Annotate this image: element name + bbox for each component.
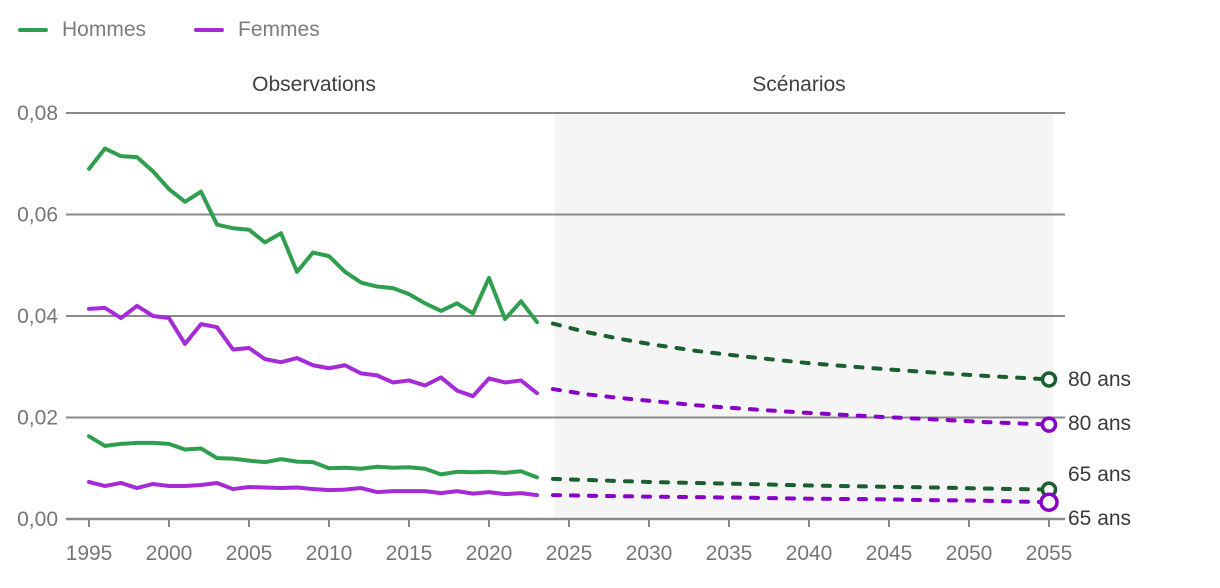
hommes-line-swatch-icon xyxy=(18,28,48,32)
end-label-hommes-80: 80 ans xyxy=(1068,368,1132,391)
endpoint-femmes-65-scenario xyxy=(1039,492,1059,513)
series-femmes-65-scenario xyxy=(551,493,1051,505)
series-hommes-65-scenario xyxy=(551,476,1051,492)
series-hommes-65-obs xyxy=(87,434,539,480)
end-label-femmes-80: 80 ans xyxy=(1068,412,1132,435)
endpoint-hommes-80-scenario xyxy=(1040,371,1058,388)
series-hommes-80-scenario xyxy=(551,321,1051,382)
x-tick-label-2005: 2005 xyxy=(226,542,273,565)
y-tick-label-0,00: 0,00 xyxy=(17,508,58,531)
legend-label-hommes: Hommes xyxy=(62,18,147,41)
x-tick-label-2025: 2025 xyxy=(546,542,593,565)
series-hommes-80-obs xyxy=(87,146,539,325)
femmes-line-swatch-icon xyxy=(194,28,225,32)
series-femmes-80-scenario xyxy=(551,387,1051,427)
x-tick-label-2030: 2030 xyxy=(626,542,673,565)
section-title-observations: Observations xyxy=(252,73,376,96)
series-femmes-65-obs xyxy=(87,479,539,498)
x-tick-label-2020: 2020 xyxy=(466,542,513,565)
x-tick-label-2055: 2055 xyxy=(1026,542,1073,565)
endpoint-femmes-80-scenario xyxy=(1040,416,1058,433)
legend-item-femmes: Femmes xyxy=(194,18,320,42)
y-tick-label-0,02: 0,02 xyxy=(17,407,58,430)
x-tick-label-2010: 2010 xyxy=(306,542,353,565)
x-tick-label-2040: 2040 xyxy=(786,542,833,565)
end-label-femmes-65: 65 ans xyxy=(1068,507,1132,530)
legend: Hommes Femmes xyxy=(18,18,320,42)
y-tick-label-0,08: 0,08 xyxy=(17,102,58,125)
x-tick-label-1995: 1995 xyxy=(66,542,113,565)
end-label-hommes-65: 65 ans xyxy=(1068,463,1132,486)
section-title-scenarios: Scénarios xyxy=(752,73,846,96)
x-tick-label-2015: 2015 xyxy=(386,542,433,565)
series-femmes-80-obs xyxy=(87,303,539,399)
y-tick-label-0,06: 0,06 xyxy=(17,204,58,227)
x-tick-label-2050: 2050 xyxy=(946,542,993,565)
legend-item-hommes: Hommes xyxy=(18,18,146,42)
x-tick-label-2000: 2000 xyxy=(146,542,193,565)
x-tick-label-2045: 2045 xyxy=(866,542,913,565)
x-tick-label-2035: 2035 xyxy=(706,542,753,565)
legend-label-femmes: Femmes xyxy=(238,18,320,41)
y-tick-label-0,04: 0,04 xyxy=(17,305,58,328)
